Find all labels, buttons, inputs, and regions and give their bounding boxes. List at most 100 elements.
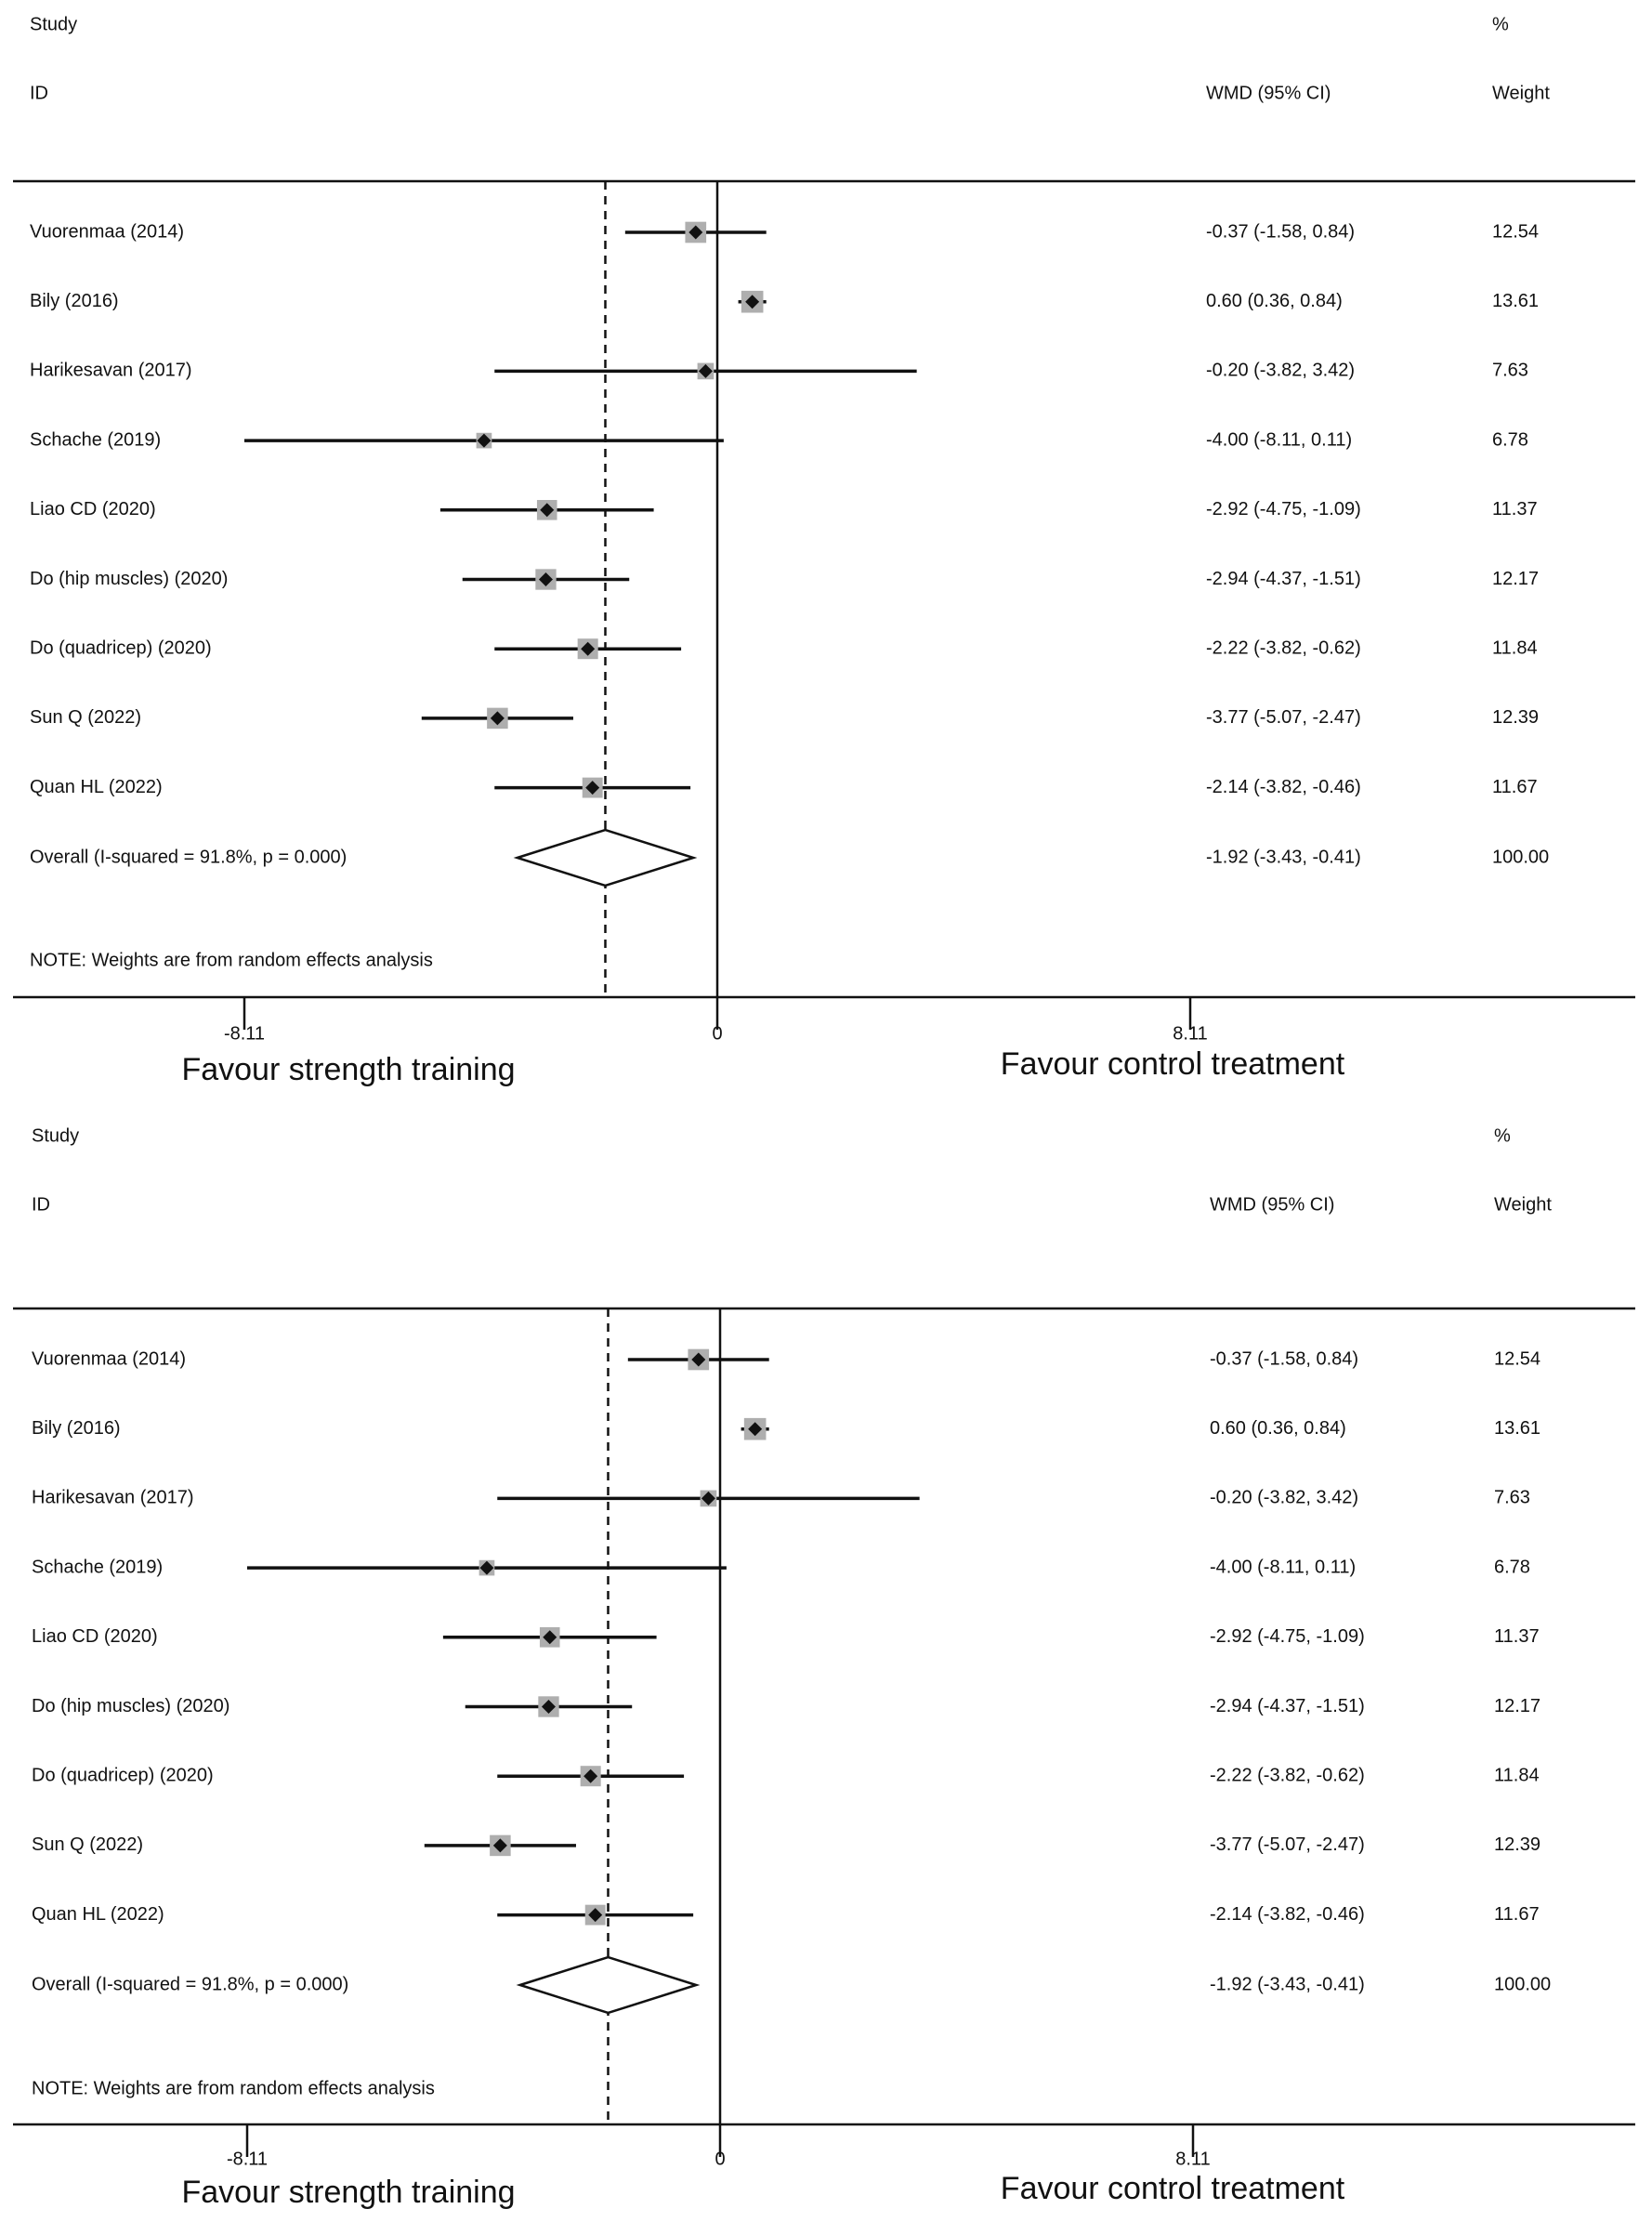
right-favour-label: Favour control treatment bbox=[1001, 1046, 1345, 1082]
study-weight-text: 11.67 bbox=[1494, 1904, 1540, 1925]
study-ci-text: -0.20 (-3.82, 3.42) bbox=[1210, 1488, 1358, 1508]
study-ci-text: -4.00 (-8.11, 0.11) bbox=[1210, 1557, 1356, 1577]
study-weight-text: 12.54 bbox=[1494, 1348, 1541, 1369]
study-ci-text: -2.92 (-4.75, -1.09) bbox=[1210, 1626, 1365, 1647]
study-weight-text: 12.17 bbox=[1494, 1696, 1541, 1716]
x-axis-tick-label: 0 bbox=[712, 1023, 722, 1044]
header-wmd-ci: WMD (95% CI) bbox=[1206, 83, 1331, 103]
study-point-estimate bbox=[538, 572, 553, 586]
study-point-estimate bbox=[698, 363, 713, 378]
header-id: ID bbox=[32, 1194, 50, 1215]
study-label: Do (quadricep) (2020) bbox=[30, 638, 212, 658]
study-label: Quan HL (2022) bbox=[32, 1904, 164, 1925]
forest-plot-panel-1: Study ID WMD (95% CI)% Weight Vuorenmaa (201… bbox=[13, 14, 1635, 1087]
study-ci-text: 0.60 (0.36, 0.84) bbox=[1206, 291, 1343, 311]
random-effects-note: NOTE: Weights are from random effects an… bbox=[32, 2078, 435, 2098]
study-weight-text: 11.67 bbox=[1492, 777, 1538, 797]
study-weight-text: 6.78 bbox=[1494, 1557, 1530, 1577]
forest-plot-1: Study ID WMD (95% CI)% Weight Vuorenmaa (201… bbox=[13, 14, 1635, 1087]
study-point-estimate bbox=[585, 781, 600, 795]
right-favour-label: Favour control treatment bbox=[1001, 2171, 1345, 2206]
study-point-estimate bbox=[479, 1560, 494, 1575]
study-label: Quan HL (2022) bbox=[30, 777, 163, 797]
study-point-estimate bbox=[583, 1768, 598, 1783]
study-label: Liao CD (2020) bbox=[30, 499, 156, 519]
study-label: Schache (2019) bbox=[32, 1557, 163, 1577]
study-weight-text: 11.84 bbox=[1494, 1765, 1540, 1785]
overall-ci-text: -1.92 (-3.43, -0.41) bbox=[1206, 847, 1361, 867]
study-point-estimate bbox=[588, 1908, 603, 1923]
study-ci-text: -2.22 (-3.82, -0.62) bbox=[1210, 1765, 1365, 1785]
study-ci-text: -2.92 (-4.75, -1.09) bbox=[1206, 499, 1361, 519]
header-weight: Weight bbox=[1492, 83, 1550, 103]
study-point-estimate bbox=[691, 1352, 706, 1367]
study-ci-text: -0.20 (-3.82, 3.42) bbox=[1206, 361, 1355, 381]
x-axis-tick-label: 0 bbox=[715, 2149, 725, 2169]
forest-plot-panel-2: Study ID WMD (95% CI)% Weight Vuorenmaa (201… bbox=[0, 1111, 1652, 2221]
study-ci-text: -2.14 (-3.82, -0.46) bbox=[1210, 1904, 1365, 1925]
forest-plot-2: Study ID WMD (95% CI)% Weight Vuorenmaa (201… bbox=[13, 1125, 1635, 2210]
study-point-estimate bbox=[540, 503, 555, 518]
study-weight-text: 12.39 bbox=[1492, 707, 1539, 728]
study-ci-text: 0.60 (0.36, 0.84) bbox=[1210, 1418, 1346, 1439]
study-weight-text: 7.63 bbox=[1492, 361, 1528, 381]
overall-ci-text: -1.92 (-3.43, -0.41) bbox=[1210, 1974, 1365, 1994]
overall-label: Overall (I-squared = 91.8%, p = 0.000) bbox=[32, 1974, 348, 1994]
header-weight: Weight bbox=[1494, 1194, 1552, 1215]
header-study: Study bbox=[32, 1125, 79, 1146]
study-label: Vuorenmaa (2014) bbox=[32, 1348, 186, 1369]
study-weight-text: 12.54 bbox=[1492, 221, 1539, 242]
study-label: Liao CD (2020) bbox=[32, 1626, 158, 1647]
study-weight-text: 13.61 bbox=[1492, 291, 1539, 311]
study-weight-text: 6.78 bbox=[1492, 429, 1528, 450]
study-point-estimate bbox=[490, 711, 505, 726]
x-axis-tick-label: 8.11 bbox=[1175, 2149, 1210, 2169]
header-wmd-ci: WMD (95% CI) bbox=[1210, 1194, 1334, 1215]
study-point-estimate bbox=[748, 1422, 763, 1437]
overall-summary-diamond bbox=[513, 828, 698, 887]
study-label: Schache (2019) bbox=[30, 429, 161, 450]
study-label: Bily (2016) bbox=[30, 291, 119, 311]
x-axis-tick-label: -8.11 bbox=[227, 2149, 268, 2169]
study-ci-text: -0.37 (-1.58, 0.84) bbox=[1210, 1348, 1358, 1369]
study-ci-text: -3.77 (-5.07, -2.47) bbox=[1206, 707, 1361, 728]
study-ci-text: -4.00 (-8.11, 0.11) bbox=[1206, 429, 1352, 450]
study-weight-text: 7.63 bbox=[1494, 1488, 1530, 1508]
study-point-estimate bbox=[541, 1700, 556, 1714]
study-ci-text: -3.77 (-5.07, -2.47) bbox=[1210, 1834, 1365, 1855]
study-label: Bily (2016) bbox=[32, 1418, 121, 1439]
study-label: Sun Q (2022) bbox=[30, 707, 141, 728]
left-favour-label: Favour strength training bbox=[181, 2175, 515, 2210]
study-point-estimate bbox=[745, 295, 760, 309]
study-label: Do (quadricep) (2020) bbox=[32, 1765, 214, 1785]
study-ci-text: -2.94 (-4.37, -1.51) bbox=[1210, 1696, 1365, 1716]
random-effects-note: NOTE: Weights are from random effects an… bbox=[30, 950, 433, 970]
overall-weight-text: 100.00 bbox=[1494, 1974, 1551, 1994]
study-point-estimate bbox=[701, 1491, 715, 1505]
study-point-estimate bbox=[581, 641, 596, 656]
study-weight-text: 12.39 bbox=[1494, 1834, 1541, 1855]
study-label: Vuorenmaa (2014) bbox=[30, 221, 184, 242]
header-study: Study bbox=[30, 14, 77, 34]
overall-summary-diamond bbox=[516, 1955, 701, 2015]
overall-weight-text: 100.00 bbox=[1492, 847, 1549, 867]
study-weight-text: 13.61 bbox=[1494, 1418, 1541, 1439]
header-percent: % bbox=[1492, 14, 1509, 34]
study-point-estimate bbox=[688, 225, 703, 240]
study-label: Do (hip muscles) (2020) bbox=[30, 569, 228, 589]
study-point-estimate bbox=[543, 1630, 557, 1645]
study-point-estimate bbox=[477, 433, 492, 448]
study-point-estimate bbox=[492, 1838, 507, 1853]
study-label: Harikesavan (2017) bbox=[30, 361, 192, 381]
study-weight-text: 12.17 bbox=[1492, 569, 1539, 589]
study-weight-text: 11.84 bbox=[1492, 638, 1538, 658]
study-label: Harikesavan (2017) bbox=[32, 1488, 194, 1508]
study-ci-text: -0.37 (-1.58, 0.84) bbox=[1206, 221, 1355, 242]
overall-label: Overall (I-squared = 91.8%, p = 0.000) bbox=[30, 847, 347, 867]
study-weight-text: 11.37 bbox=[1492, 499, 1538, 519]
left-favour-label: Favour strength training bbox=[181, 1052, 515, 1087]
header-id: ID bbox=[30, 83, 48, 103]
study-weight-text: 11.37 bbox=[1494, 1626, 1540, 1647]
x-axis-tick-label: -8.11 bbox=[224, 1023, 265, 1044]
study-ci-text: -2.22 (-3.82, -0.62) bbox=[1206, 638, 1361, 658]
